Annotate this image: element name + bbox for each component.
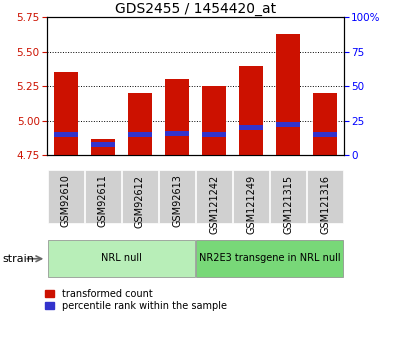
- Bar: [313, 132, 337, 137]
- Bar: [239, 125, 263, 130]
- Bar: [122, 170, 158, 223]
- Bar: [196, 240, 343, 277]
- Text: GSM121249: GSM121249: [246, 175, 256, 234]
- Bar: [128, 93, 152, 155]
- Legend: transformed count, percentile rank within the sample: transformed count, percentile rank withi…: [44, 288, 228, 312]
- Bar: [48, 240, 195, 277]
- Text: strain: strain: [2, 254, 34, 264]
- Bar: [48, 170, 84, 223]
- Bar: [54, 132, 78, 137]
- Bar: [307, 170, 343, 223]
- Bar: [202, 86, 226, 155]
- Bar: [196, 170, 232, 223]
- Bar: [270, 170, 306, 223]
- Bar: [85, 170, 121, 223]
- Text: GSM92610: GSM92610: [61, 175, 71, 227]
- Bar: [91, 139, 115, 155]
- Bar: [202, 132, 226, 137]
- Text: NR2E3 transgene in NRL null: NR2E3 transgene in NRL null: [199, 253, 340, 263]
- Text: NRL null: NRL null: [101, 253, 142, 263]
- Text: GSM121316: GSM121316: [320, 175, 330, 234]
- Bar: [239, 66, 263, 155]
- Bar: [54, 72, 78, 155]
- Bar: [159, 170, 195, 223]
- Text: GSM92612: GSM92612: [135, 175, 145, 228]
- Bar: [165, 79, 189, 155]
- Text: GSM121315: GSM121315: [283, 175, 293, 234]
- Bar: [128, 132, 152, 137]
- Bar: [233, 170, 269, 223]
- Bar: [276, 122, 300, 127]
- Title: GDS2455 / 1454420_at: GDS2455 / 1454420_at: [115, 2, 276, 16]
- Bar: [313, 93, 337, 155]
- Bar: [165, 131, 189, 136]
- Bar: [91, 142, 115, 147]
- Text: GSM121242: GSM121242: [209, 175, 219, 234]
- Text: GSM92611: GSM92611: [98, 175, 108, 227]
- Bar: [276, 34, 300, 155]
- Text: GSM92613: GSM92613: [172, 175, 182, 227]
